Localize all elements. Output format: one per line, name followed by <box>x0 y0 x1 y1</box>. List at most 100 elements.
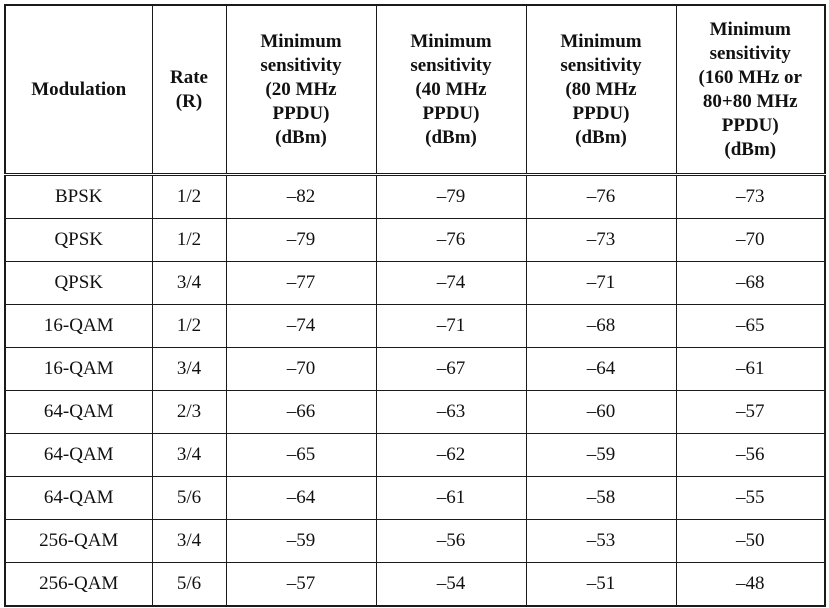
table-row: 64-QAM 2/3 –66 –63 –60 –57 <box>4 390 826 434</box>
header-line: Minimum <box>410 30 492 52</box>
modulation-header: Modulation <box>4 4 153 176</box>
header-line: sensitivity <box>709 42 791 64</box>
sensitivity-table: Modulation Rate (R) Minimum sensitivity (20 M… <box>4 4 826 607</box>
sensitivity-80mhz-cell: –58 <box>525 476 677 520</box>
header-line: PPDU) <box>422 102 480 124</box>
header-line: Minimum <box>709 18 791 40</box>
sensitivity-80mhz-cell: –53 <box>525 519 677 563</box>
rate-cell: 3/4 <box>151 433 227 477</box>
sensitivity-20mhz-cell: –77 <box>225 261 377 305</box>
table-row: BPSK 1/2 –82 –79 –76 –73 <box>4 174 826 219</box>
sensitivity-160mhz-cell: –57 <box>675 390 826 434</box>
sensitivity-20mhz-cell: –65 <box>225 433 377 477</box>
rate-cell: 1/2 <box>151 218 227 262</box>
sensitivity-160mhz-cell: –56 <box>675 433 826 477</box>
header-line: (40 MHz <box>415 78 487 100</box>
table-row: 16-QAM 3/4 –70 –67 –64 –61 <box>4 347 826 391</box>
sensitivity-160mhz-cell: –50 <box>675 519 826 563</box>
rate-cell: 1/2 <box>151 174 227 219</box>
table-row: QPSK 3/4 –77 –74 –71 –68 <box>4 261 826 305</box>
modulation-cell: 256-QAM <box>4 562 153 607</box>
sensitivity-40mhz-cell: –56 <box>375 519 527 563</box>
header-line: (R) <box>175 90 203 112</box>
sensitivity-20mhz-cell: –59 <box>225 519 377 563</box>
modulation-cell: 16-QAM <box>4 304 153 348</box>
sensitivity-20mhz-header: Minimum sensitivity (20 MHz PPDU) (dBm) <box>225 4 377 176</box>
header-line: sensitivity <box>560 54 642 76</box>
sensitivity-40mhz-cell: –67 <box>375 347 527 391</box>
sensitivity-40mhz-cell: –71 <box>375 304 527 348</box>
modulation-cell: BPSK <box>4 174 153 219</box>
sensitivity-40mhz-cell: –76 <box>375 218 527 262</box>
sensitivity-80mhz-header: Minimum sensitivity (80 MHz PPDU) (dBm) <box>525 4 677 176</box>
modulation-cell: 64-QAM <box>4 390 153 434</box>
sensitivity-20mhz-cell: –64 <box>225 476 377 520</box>
header-line: sensitivity <box>410 54 492 76</box>
modulation-cell: 256-QAM <box>4 519 153 563</box>
sensitivity-80mhz-cell: –68 <box>525 304 677 348</box>
rate-cell: 5/6 <box>151 476 227 520</box>
table-row: 256-QAM 3/4 –59 –56 –53 –50 <box>4 519 826 563</box>
sensitivity-80mhz-cell: –64 <box>525 347 677 391</box>
sensitivity-40mhz-cell: –79 <box>375 174 527 219</box>
header-line: (80 MHz <box>565 78 637 100</box>
sensitivity-40mhz-cell: –74 <box>375 261 527 305</box>
rate-cell: 5/6 <box>151 562 227 607</box>
table-row: 256-QAM 5/6 –57 –54 –51 –48 <box>4 562 826 607</box>
header-line: (dBm) <box>425 126 477 148</box>
sensitivity-80mhz-cell: –60 <box>525 390 677 434</box>
rate-cell: 3/4 <box>151 261 227 305</box>
table-row: 64-QAM 3/4 –65 –62 –59 –56 <box>4 433 826 477</box>
rate-cell: 1/2 <box>151 304 227 348</box>
sensitivity-80mhz-cell: –51 <box>525 562 677 607</box>
header-line: (dBm) <box>575 126 627 148</box>
sensitivity-160mhz-header: Minimum sensitivity (160 MHz or 80+80 MHz PP… <box>675 4 826 176</box>
header-row: Modulation Rate (R) Minimum sensitivity (20 M… <box>4 4 826 176</box>
header-line: Minimum <box>560 30 642 52</box>
modulation-cell: QPSK <box>4 218 153 262</box>
table-row: 64-QAM 5/6 –64 –61 –58 –55 <box>4 476 826 520</box>
header-line: (dBm) <box>724 138 777 160</box>
sensitivity-20mhz-cell: –70 <box>225 347 377 391</box>
sensitivity-80mhz-cell: –59 <box>525 433 677 477</box>
sensitivity-20mhz-cell: –66 <box>225 390 377 434</box>
sensitivity-20mhz-cell: –82 <box>225 174 377 219</box>
sensitivity-20mhz-cell: –74 <box>225 304 377 348</box>
sensitivity-80mhz-cell: –73 <box>525 218 677 262</box>
modulation-cell: 64-QAM <box>4 433 153 477</box>
sensitivity-160mhz-cell: –70 <box>675 218 826 262</box>
sensitivity-80mhz-cell: –76 <box>525 174 677 219</box>
sensitivity-40mhz-cell: –61 <box>375 476 527 520</box>
table-body: BPSK 1/2 –82 –79 –76 –73 QPSK 1/2 –79 –76 –73 –70 QP… <box>4 174 826 607</box>
rate-header: Rate (R) <box>151 4 227 176</box>
header-line: PPDU) <box>272 102 330 124</box>
header-line: (20 MHz <box>265 78 337 100</box>
sensitivity-160mhz-cell: –61 <box>675 347 826 391</box>
header-line: PPDU) <box>572 102 630 124</box>
sensitivity-160mhz-cell: –73 <box>675 174 826 219</box>
sensitivity-80mhz-cell: –71 <box>525 261 677 305</box>
modulation-cell: 64-QAM <box>4 476 153 520</box>
rate-cell: 3/4 <box>151 519 227 563</box>
header-line: Minimum <box>260 30 342 52</box>
sensitivity-40mhz-cell: –54 <box>375 562 527 607</box>
rate-cell: 2/3 <box>151 390 227 434</box>
table-row: QPSK 1/2 –79 –76 –73 –70 <box>4 218 826 262</box>
sensitivity-40mhz-header: Minimum sensitivity (40 MHz PPDU) (dBm) <box>375 4 527 176</box>
modulation-cell: 16-QAM <box>4 347 153 391</box>
table-row: 16-QAM 1/2 –74 –71 –68 –65 <box>4 304 826 348</box>
header-line: PPDU) <box>721 114 779 136</box>
sensitivity-40mhz-cell: –63 <box>375 390 527 434</box>
sensitivity-20mhz-cell: –79 <box>225 218 377 262</box>
sensitivity-160mhz-cell: –65 <box>675 304 826 348</box>
sensitivity-160mhz-cell: –48 <box>675 562 826 607</box>
header-line: Rate <box>170 66 208 88</box>
header-line: 80+80 MHz <box>702 90 798 112</box>
sensitivity-160mhz-cell: –68 <box>675 261 826 305</box>
header-line: Modulation <box>31 78 127 100</box>
sensitivity-160mhz-cell: –55 <box>675 476 826 520</box>
modulation-cell: QPSK <box>4 261 153 305</box>
rate-cell: 3/4 <box>151 347 227 391</box>
header-line: (160 MHz or <box>698 66 802 88</box>
sensitivity-20mhz-cell: –57 <box>225 562 377 607</box>
